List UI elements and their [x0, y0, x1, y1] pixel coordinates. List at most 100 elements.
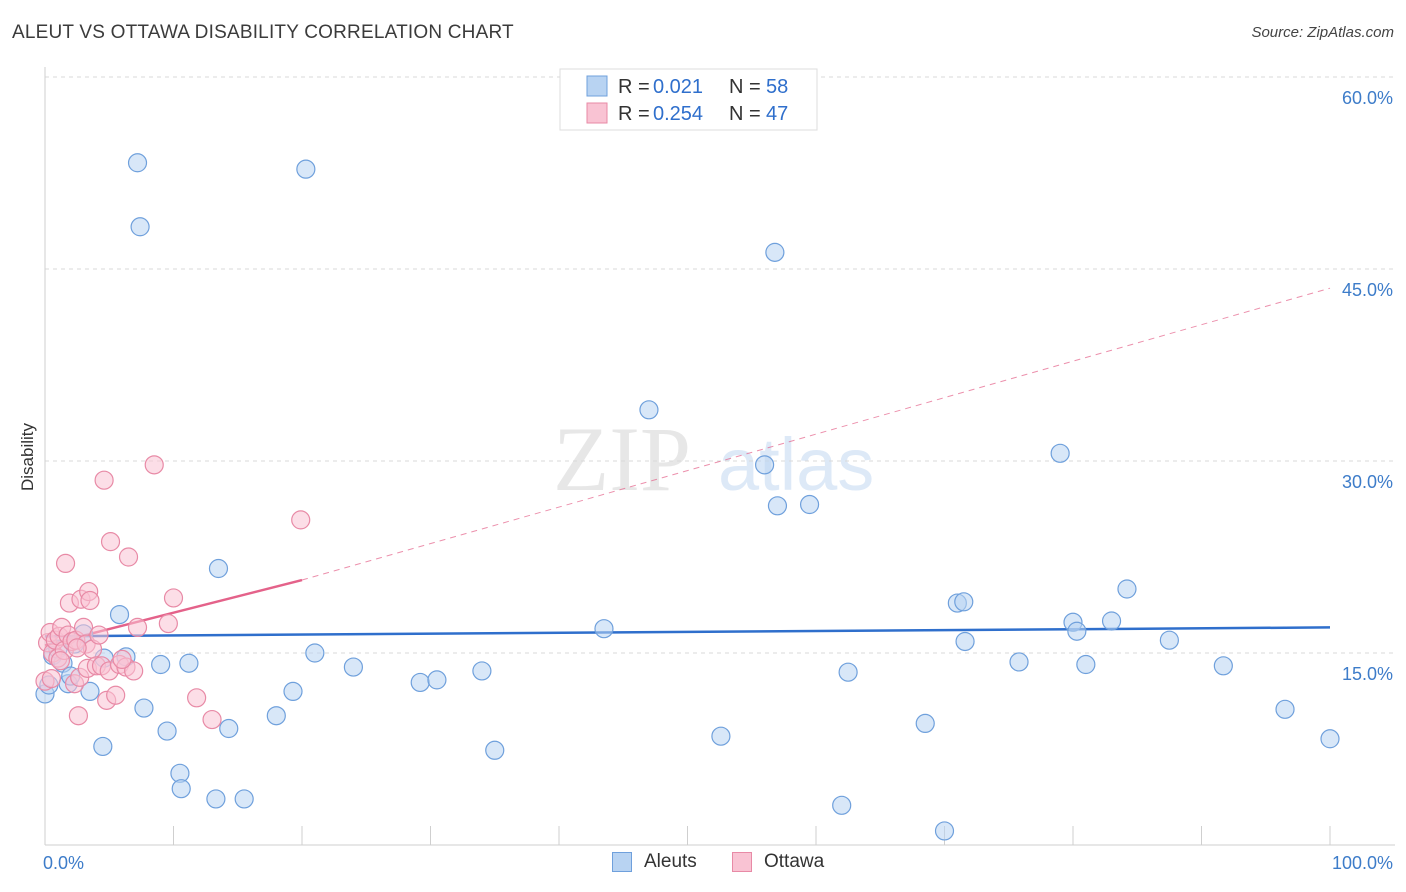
- legend-ottawa-r-label: R =: [618, 103, 650, 125]
- ottawa-point: [124, 661, 144, 681]
- aleuts-point: [832, 795, 852, 815]
- aleuts-point: [93, 736, 113, 757]
- aleuts-point: [711, 726, 731, 746]
- ottawa-point: [80, 590, 100, 611]
- legend-ottawa-n-value: 47: [766, 103, 788, 125]
- ottawa-point: [144, 455, 164, 475]
- data-points: [35, 153, 1340, 841]
- aleuts-point: [799, 494, 820, 515]
- legend-aleuts-swatch: [586, 75, 608, 97]
- aleuts-trend-line: [44, 626, 1331, 638]
- aleuts-point: [915, 713, 935, 734]
- ottawa-point: [187, 688, 207, 708]
- axes: 15.0% 30.0% 45.0% 60.0% 0.0% 100.0%: [43, 67, 1395, 873]
- aleuts-point: [765, 242, 785, 262]
- aleuts-point: [1101, 611, 1122, 631]
- aleuts-point: [427, 670, 447, 690]
- aleuts-point: [1117, 579, 1137, 599]
- bottom-legend-aleuts-label: Aleuts: [644, 851, 697, 872]
- x-tick-label-start: 0.0%: [43, 853, 84, 873]
- ottawa-point: [163, 588, 184, 608]
- bottom-legend-ottawa: Ottawa: [732, 851, 824, 873]
- aleuts-point: [109, 604, 130, 625]
- legend-aleuts-r-value: 0.021: [653, 76, 703, 98]
- ottawa-point: [291, 510, 311, 530]
- legend: R = 0.021 N = 58 R = 0.254 N = 47: [559, 68, 818, 131]
- gridlines: [45, 76, 1395, 654]
- aleuts-point: [208, 558, 229, 579]
- aleuts-point: [955, 631, 975, 652]
- ottawa-point: [50, 651, 71, 671]
- ottawa-point: [106, 685, 126, 705]
- ottawa-swatch: [732, 852, 752, 872]
- aleuts-point: [485, 740, 505, 760]
- ottawa-trend-extension: [301, 287, 1331, 581]
- aleuts-point: [954, 592, 974, 612]
- aleuts-point: [1213, 656, 1233, 676]
- aleuts-point: [266, 706, 286, 726]
- aleuts-point: [151, 654, 171, 675]
- aleuts-point: [934, 821, 955, 841]
- aleuts-point: [594, 619, 614, 639]
- y-tick-label: 60.0%: [1342, 88, 1393, 108]
- aleuts-point: [157, 721, 177, 741]
- ottawa-point: [158, 613, 178, 634]
- aleuts-point: [838, 662, 858, 682]
- aleuts-point: [767, 496, 788, 516]
- aleuts-point: [219, 718, 239, 739]
- aleuts-point: [343, 657, 363, 677]
- bottom-legend-aleuts: Aleuts: [612, 851, 697, 873]
- ottawa-point: [127, 617, 148, 638]
- bottom-legend: Aleuts Ottawa: [0, 851, 1406, 879]
- aleuts-point: [296, 159, 316, 179]
- ottawa-point: [41, 668, 62, 689]
- aleuts-point: [283, 681, 303, 702]
- ottawa-point: [89, 625, 109, 645]
- chart-title: ALEUT VS OTTAWA DISABILITY CORRELATION C…: [12, 22, 514, 43]
- aleuts-point: [80, 681, 100, 702]
- legend-aleuts-r-label: R =: [618, 76, 650, 98]
- ottawa-point: [55, 553, 76, 574]
- y-axis-label: Disability: [18, 422, 37, 491]
- x-tick-label-end: 100.0%: [1332, 853, 1393, 873]
- legend-ottawa-swatch: [586, 102, 608, 124]
- ottawa-point: [94, 470, 114, 490]
- aleuts-swatch: [612, 852, 632, 872]
- aleuts-point: [1076, 654, 1096, 675]
- ottawa-point: [202, 709, 222, 730]
- aleuts-point: [1050, 443, 1070, 463]
- aleuts-point: [410, 672, 430, 693]
- legend-aleuts-n-value: 58: [766, 76, 788, 98]
- y-tick-label: 45.0%: [1342, 280, 1393, 300]
- legend-aleuts-n-label: N =: [729, 76, 761, 98]
- ottawa-point: [100, 532, 121, 552]
- aleuts-point: [1159, 630, 1179, 650]
- bottom-legend-ottawa-label: Ottawa: [764, 851, 825, 872]
- aleuts-point: [206, 789, 226, 809]
- aleuts-point: [171, 779, 191, 799]
- aleuts-point: [127, 153, 148, 173]
- y-tick-label: 15.0%: [1342, 664, 1393, 684]
- ottawa-point: [112, 649, 132, 670]
- aleuts-point: [472, 661, 492, 681]
- aleuts-point: [1067, 621, 1087, 641]
- chart-source: Source: ZipAtlas.com: [1251, 24, 1394, 41]
- aleuts-point: [1320, 729, 1340, 749]
- watermark-zip: ZIP: [553, 408, 691, 510]
- aleuts-point: [754, 455, 775, 475]
- aleuts-point: [1009, 652, 1029, 672]
- ottawa-point: [68, 706, 89, 726]
- aleuts-point: [179, 653, 199, 673]
- legend-ottawa-r-value: 0.254: [653, 103, 703, 125]
- aleuts-point: [130, 217, 150, 237]
- aleuts-point: [305, 643, 325, 663]
- ottawa-point: [118, 547, 139, 567]
- aleuts-point: [134, 698, 154, 718]
- ottawa-point: [67, 638, 87, 658]
- aleuts-point: [639, 400, 659, 420]
- watermark-atlas: atlas: [718, 423, 874, 506]
- aleuts-point: [1275, 699, 1295, 719]
- legend-ottawa-n-label: N =: [729, 103, 761, 125]
- aleuts-point: [234, 789, 254, 809]
